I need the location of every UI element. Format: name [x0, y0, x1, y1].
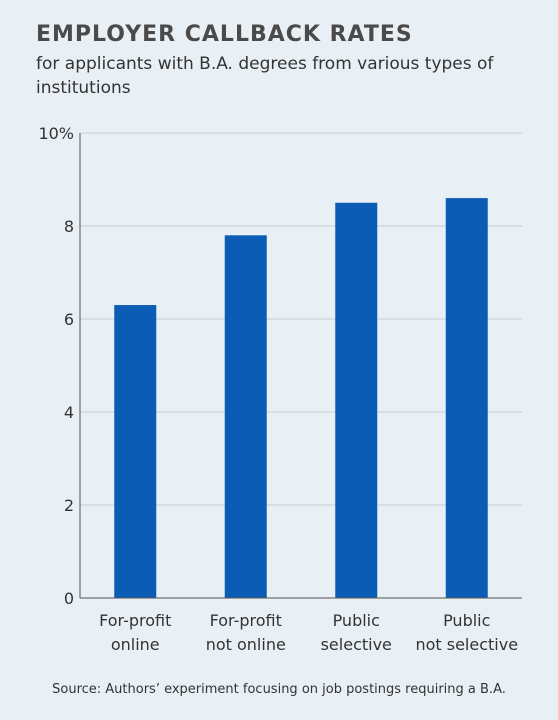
x-tick-label: online — [111, 635, 160, 654]
chart-subtitle: for applicants with B.A. degrees from va… — [36, 54, 494, 98]
y-tick-label: 6 — [64, 310, 74, 329]
x-tick-label: not selective — [415, 635, 518, 654]
chart-title: EMPLOYER CALLBACK RATES — [36, 22, 413, 47]
x-tick-label: not online — [206, 635, 286, 654]
x-tick-label: Public — [443, 611, 490, 630]
bar — [335, 202, 378, 598]
bar — [445, 198, 488, 598]
x-tick-label: selective — [321, 635, 392, 654]
y-tick-label: 4 — [64, 403, 74, 422]
y-tick-label: 8 — [64, 217, 74, 236]
y-tick-label: 0 — [64, 589, 74, 608]
y-tick-label: 2 — [64, 496, 74, 515]
x-tick-label: For-profit — [210, 611, 282, 630]
source-note: Source: Authors’ experiment focusing on … — [52, 682, 506, 697]
bar — [224, 235, 267, 599]
y-tick-label: 10% — [38, 124, 74, 143]
x-tick-label: For-profit — [99, 611, 171, 630]
bar — [114, 305, 157, 598]
x-tick-label: Public — [333, 611, 380, 630]
